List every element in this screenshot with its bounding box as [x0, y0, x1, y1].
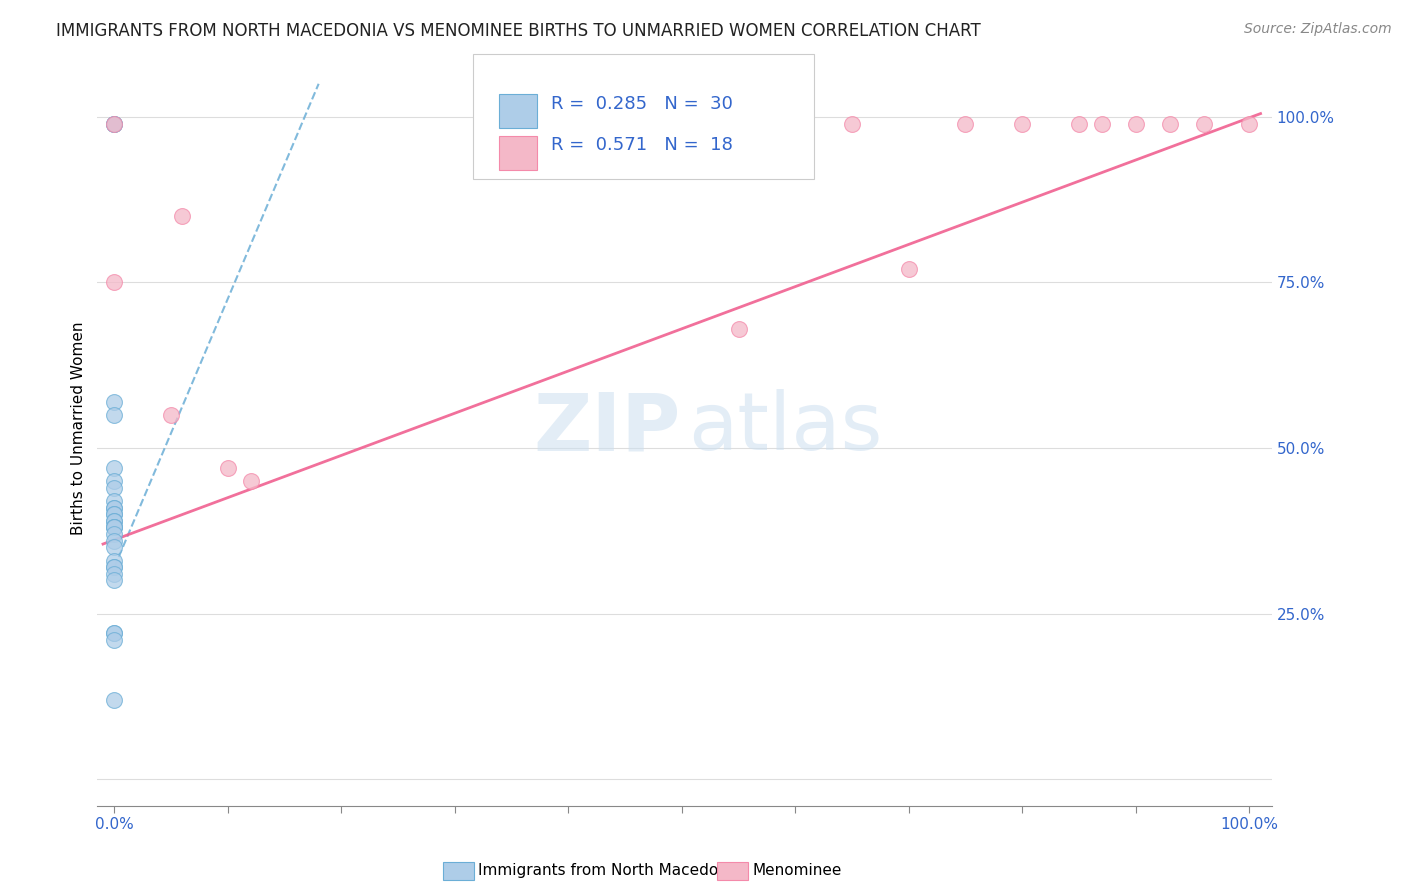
Point [103, 507, 125, 521]
Point [103, 574, 125, 588]
Text: R =  0.285   N =  30: R = 0.285 N = 30 [551, 95, 733, 112]
Point [897, 262, 920, 277]
Point [103, 494, 125, 508]
Point [103, 520, 125, 534]
Point [160, 408, 183, 422]
Point [1091, 116, 1114, 130]
Point [239, 474, 262, 488]
Point [103, 116, 125, 130]
Point [103, 692, 125, 706]
Point [103, 541, 125, 555]
Point [103, 394, 125, 409]
Point [103, 566, 125, 581]
Point [103, 116, 125, 130]
Point [1067, 116, 1090, 130]
Point [1192, 116, 1215, 130]
FancyBboxPatch shape [499, 136, 537, 169]
Y-axis label: Births to Unmarried Women: Births to Unmarried Women [72, 321, 86, 535]
Point [103, 116, 125, 130]
Text: R =  0.571   N =  18: R = 0.571 N = 18 [551, 136, 733, 154]
Point [727, 322, 749, 336]
Point [103, 500, 125, 515]
Point [103, 481, 125, 495]
Point [103, 527, 125, 541]
FancyBboxPatch shape [474, 54, 814, 179]
Point [103, 514, 125, 528]
Point [955, 116, 977, 130]
Point [103, 461, 125, 475]
Text: Source: ZipAtlas.com: Source: ZipAtlas.com [1244, 22, 1392, 37]
Point [103, 560, 125, 574]
Point [103, 500, 125, 515]
Point [1237, 116, 1260, 130]
Text: ZIP: ZIP [534, 389, 681, 467]
Point [217, 461, 239, 475]
Point [103, 533, 125, 548]
Point [785, 116, 807, 130]
Point [103, 553, 125, 567]
Point [103, 116, 125, 130]
Point [103, 520, 125, 534]
Point [103, 507, 125, 521]
Point [103, 520, 125, 534]
Point [103, 633, 125, 648]
Point [103, 514, 125, 528]
Point [1159, 116, 1181, 130]
Text: Menominee: Menominee [752, 863, 842, 878]
Point [103, 626, 125, 640]
Point [103, 626, 125, 640]
Text: atlas: atlas [688, 389, 883, 467]
Point [103, 474, 125, 488]
FancyBboxPatch shape [499, 94, 537, 128]
Point [103, 560, 125, 574]
Point [1011, 116, 1033, 130]
Point [103, 408, 125, 422]
Text: Immigrants from North Macedonia: Immigrants from North Macedonia [478, 863, 741, 878]
Text: IMMIGRANTS FROM NORTH MACEDONIA VS MENOMINEE BIRTHS TO UNMARRIED WOMEN CORRELATI: IMMIGRANTS FROM NORTH MACEDONIA VS MENOM… [56, 22, 981, 40]
Point [172, 209, 194, 223]
Point [103, 276, 125, 290]
Point [1125, 116, 1147, 130]
Point [841, 116, 863, 130]
